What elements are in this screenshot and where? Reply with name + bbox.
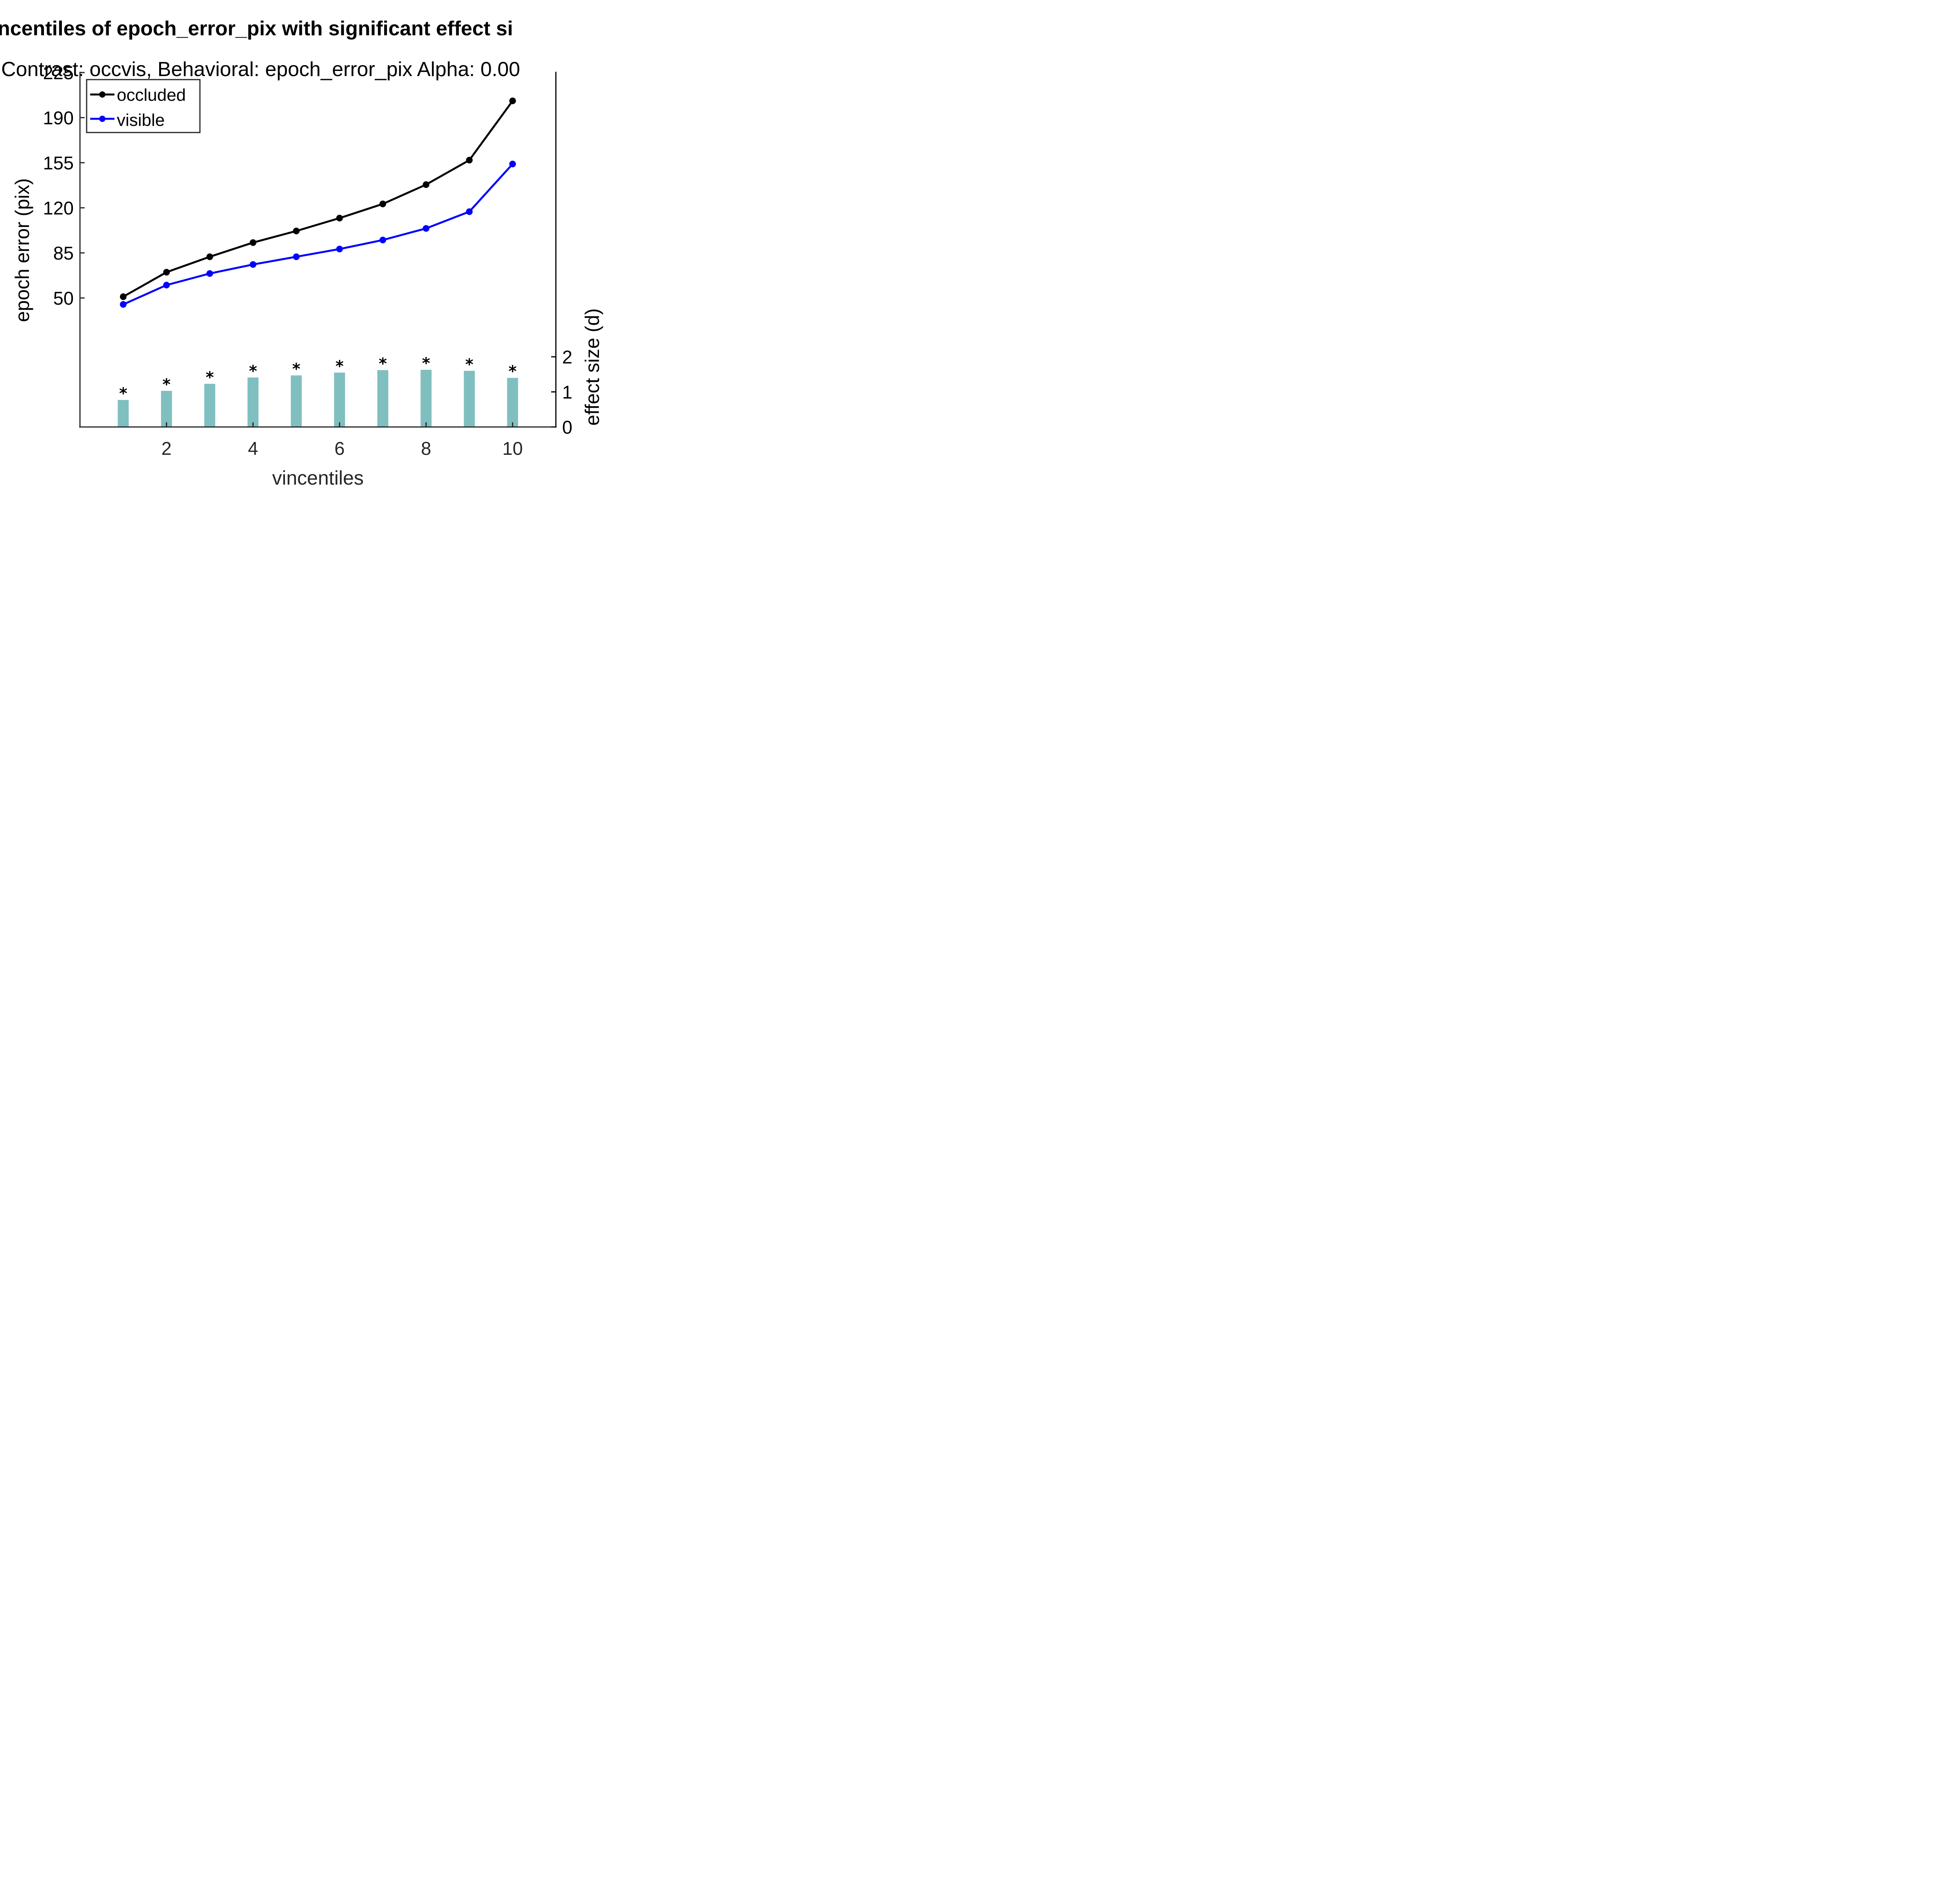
legend-marker-occluded	[99, 91, 105, 98]
point-occluded-3	[206, 253, 213, 260]
left-tick-label-225: 225	[43, 62, 74, 83]
point-occluded-9	[466, 156, 473, 163]
point-occluded-10	[509, 97, 516, 104]
effect-bar-1	[118, 400, 129, 427]
effect-bar-6	[334, 372, 345, 427]
point-occluded-7	[379, 200, 387, 207]
significance-star-3: *	[206, 369, 214, 387]
point-visible-8	[423, 225, 430, 232]
chart-title: ncentiles of epoch_error_pix with signif…	[0, 17, 513, 40]
point-visible-3	[206, 270, 213, 277]
chart-figure: ncentiles of epoch_error_pix with signif…	[0, 17, 603, 489]
legend: occluded visible	[86, 79, 201, 133]
right-tick-label-0: 0	[562, 417, 572, 438]
x-axis-label: vincentiles	[272, 467, 363, 489]
tick-marks: 50 85 120 155 190 225 0 1 2 2 4 6 8 10	[43, 62, 573, 459]
effect-bar-4	[247, 377, 259, 427]
point-visible-9	[466, 208, 473, 215]
point-occluded-1	[120, 293, 127, 300]
effect-bar-8	[420, 370, 432, 427]
effect-bar-7	[377, 370, 388, 427]
effect-bar-5	[290, 375, 302, 427]
legend-label-occluded: occluded	[117, 85, 186, 105]
significance-star-5: *	[292, 360, 300, 378]
significance-star-2: *	[162, 376, 171, 394]
point-visible-5	[293, 253, 300, 260]
x-tick-label-4: 4	[248, 438, 258, 459]
point-visible-4	[249, 261, 256, 268]
series-line-visible	[123, 163, 514, 305]
effect-bar-3	[204, 383, 216, 427]
significance-markers: * * * * * * * * * *	[119, 354, 517, 403]
legend-box	[86, 79, 201, 133]
left-tick-label-85: 85	[53, 243, 74, 263]
legend-label-visible: visible	[117, 111, 165, 130]
effect-bar-2	[161, 391, 172, 427]
right-tick-label-2: 2	[562, 347, 572, 367]
point-occluded-8	[423, 181, 430, 188]
x-tick-label-10: 10	[502, 438, 523, 459]
y-axis-label-right: effect size (d)	[581, 308, 603, 425]
significance-star-6: *	[336, 357, 344, 375]
point-occluded-2	[163, 269, 170, 276]
y-axis-label-left: epoch error (pix)	[11, 178, 33, 322]
x-tick-label-2: 2	[162, 438, 172, 459]
point-occluded-5	[293, 227, 300, 234]
x-tick-label-8: 8	[421, 438, 431, 459]
point-visible-2	[163, 282, 170, 289]
point-occluded-6	[336, 214, 343, 222]
effect-size-bars	[118, 370, 518, 427]
point-occluded-4	[249, 239, 256, 246]
significance-star-8: *	[422, 354, 430, 372]
point-visible-6	[336, 245, 343, 253]
right-tick-label-1: 1	[562, 382, 572, 403]
point-visible-1	[120, 301, 127, 308]
x-tick-label-6: 6	[334, 438, 345, 459]
effect-bar-10	[507, 378, 518, 427]
point-visible-10	[509, 160, 516, 167]
significance-star-10: *	[508, 363, 517, 381]
legend-marker-visible	[99, 116, 105, 122]
significance-star-9: *	[465, 356, 474, 374]
effect-bar-9	[464, 371, 475, 427]
significance-star-1: *	[119, 385, 127, 403]
axes	[79, 72, 557, 428]
left-tick-label-155: 155	[43, 153, 74, 173]
left-tick-label-120: 120	[43, 198, 74, 218]
series-lines	[120, 97, 516, 308]
left-tick-label-50: 50	[53, 288, 74, 309]
significance-star-7: *	[379, 355, 387, 373]
left-tick-label-190: 190	[43, 107, 74, 128]
chart-subtitle: Contrast: occvis, Behavioral: epoch_erro…	[1, 58, 520, 81]
point-visible-7	[379, 236, 387, 243]
significance-star-4: *	[249, 362, 257, 380]
series-line-occluded	[123, 100, 514, 298]
